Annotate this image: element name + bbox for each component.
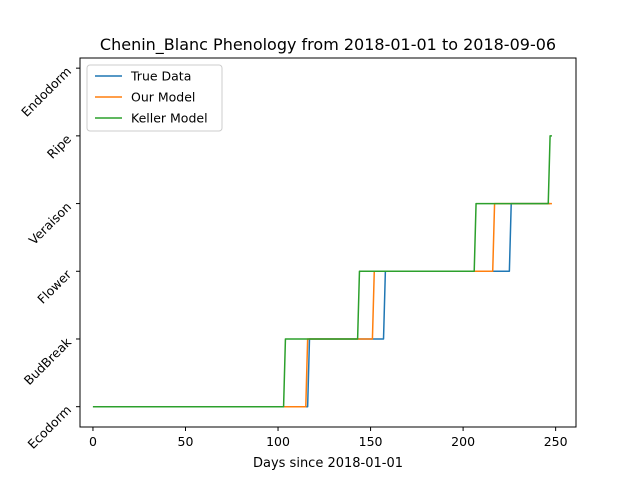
x-tick-label: 100 xyxy=(266,434,290,449)
y-tick-label: BudBreak xyxy=(21,334,75,388)
x-tick-label: 250 xyxy=(544,434,568,449)
legend: True Data Our Model Keller Model xyxy=(86,64,223,132)
legend-label-1: Our Model xyxy=(131,90,195,105)
series-line-0 xyxy=(92,202,551,408)
x-tick-label: 150 xyxy=(359,434,383,449)
series-line-1 xyxy=(92,202,552,408)
x-axis-label: Days since 2018-01-01 xyxy=(253,456,403,471)
legend-box xyxy=(86,64,223,132)
y-tick-label: Veraison xyxy=(26,199,75,248)
y-axis: Ecodorm BudBreak Flower Veraison Ripe Endodor… xyxy=(18,64,80,452)
x-tick-label: 0 xyxy=(89,434,97,449)
y-tick-label: Endodorm xyxy=(18,64,74,120)
x-axis: 0 50 100 150 200 250 xyxy=(89,427,568,449)
plot-frame xyxy=(79,57,577,428)
series-line-2 xyxy=(92,135,552,408)
x-tick-label: 200 xyxy=(451,434,475,449)
series-layer xyxy=(92,135,552,408)
y-tick-label: Flower xyxy=(34,266,74,306)
legend-label-2: Keller Model xyxy=(131,111,208,126)
legend-label-0: True Data xyxy=(130,69,191,84)
y-tick-label: Ecodorm xyxy=(25,402,75,452)
x-tick-label: 50 xyxy=(178,434,194,449)
chart-title: Chenin_Blanc Phenology from 2018-01-01 t… xyxy=(100,35,556,55)
y-tick-label: Ripe xyxy=(44,131,74,161)
